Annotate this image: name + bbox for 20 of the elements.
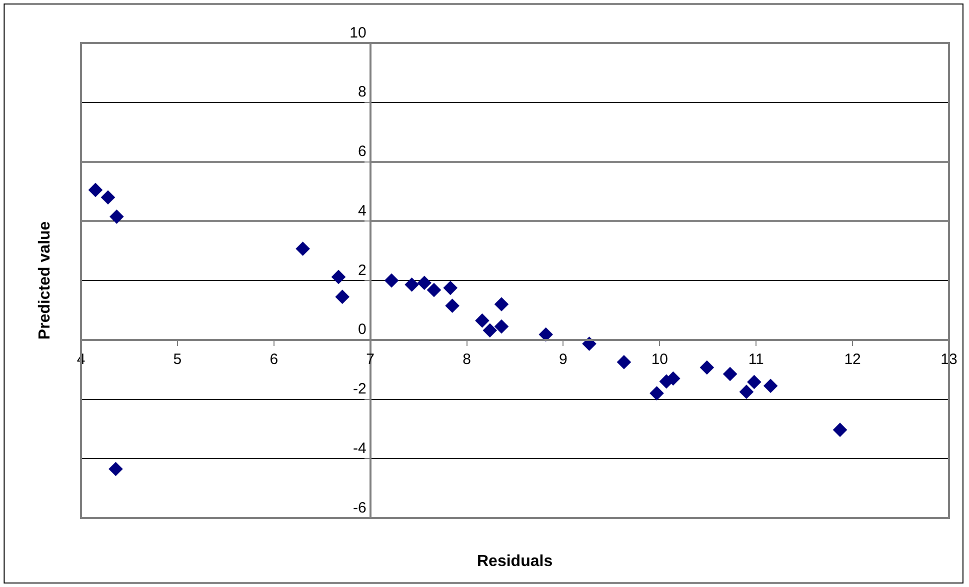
x-tick-label: 13 [940,350,958,368]
x-tick-label: 5 [173,350,182,368]
y-tick-label: -4 [352,440,366,457]
x-tick-label: 9 [559,350,568,368]
y-tick-label: 8 [358,84,366,101]
x-tick-label: 8 [462,350,471,368]
y-tick-label: 0 [358,321,366,338]
y-tick-label: 10 [350,24,366,42]
y-tick-label: -6 [352,499,366,516]
x-tick-label: 7 [366,350,374,368]
y-tick-label: 4 [358,202,366,220]
x-tick-label: 6 [270,350,278,368]
x-tick-label: 12 [844,350,861,368]
y-axis-title: Predicted value [36,221,54,340]
y-tick-label: 2 [358,262,366,279]
y-tick-label: -2 [352,380,366,398]
x-tick-label: 10 [651,350,668,368]
x-axis-title: Residuals [477,553,553,570]
y-tick-label: 6 [358,143,366,160]
x-tick-label: 11 [748,350,764,368]
